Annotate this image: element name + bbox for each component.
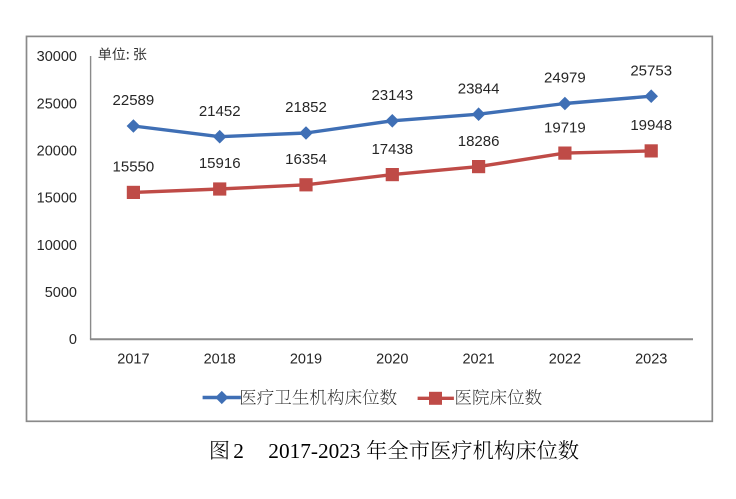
- svg-text:21852: 21852: [285, 99, 327, 116]
- svg-text:5000: 5000: [45, 285, 77, 301]
- svg-text:19948: 19948: [630, 117, 672, 134]
- svg-text:25753: 25753: [630, 62, 672, 79]
- svg-text:2017-2023: 2017-2023: [268, 439, 360, 463]
- svg-text:2021: 2021: [462, 352, 494, 368]
- svg-text:30000: 30000: [37, 49, 77, 65]
- svg-text:17438: 17438: [371, 141, 413, 158]
- svg-text:19719: 19719: [544, 119, 586, 136]
- svg-text:2: 2: [233, 439, 244, 463]
- svg-text:21452: 21452: [199, 103, 241, 120]
- svg-text:20000: 20000: [37, 143, 77, 159]
- svg-text:2023: 2023: [635, 352, 667, 368]
- svg-text:2020: 2020: [376, 352, 408, 368]
- svg-text:15550: 15550: [113, 159, 155, 176]
- svg-text:24979: 24979: [544, 70, 586, 87]
- svg-text:25000: 25000: [37, 96, 77, 112]
- svg-text:2019: 2019: [290, 352, 322, 368]
- svg-text:0: 0: [69, 332, 77, 348]
- svg-text:2018: 2018: [204, 352, 236, 368]
- svg-text:15916: 15916: [199, 155, 241, 172]
- svg-text:23844: 23844: [458, 80, 500, 97]
- svg-text:22589: 22589: [113, 92, 155, 109]
- svg-text:10000: 10000: [37, 238, 77, 254]
- svg-text:23143: 23143: [371, 87, 413, 104]
- svg-text:2022: 2022: [549, 352, 581, 368]
- svg-text:16354: 16354: [285, 151, 327, 168]
- svg-text:2017: 2017: [117, 352, 149, 368]
- svg-text:15000: 15000: [37, 191, 77, 207]
- svg-text:18286: 18286: [458, 133, 500, 150]
